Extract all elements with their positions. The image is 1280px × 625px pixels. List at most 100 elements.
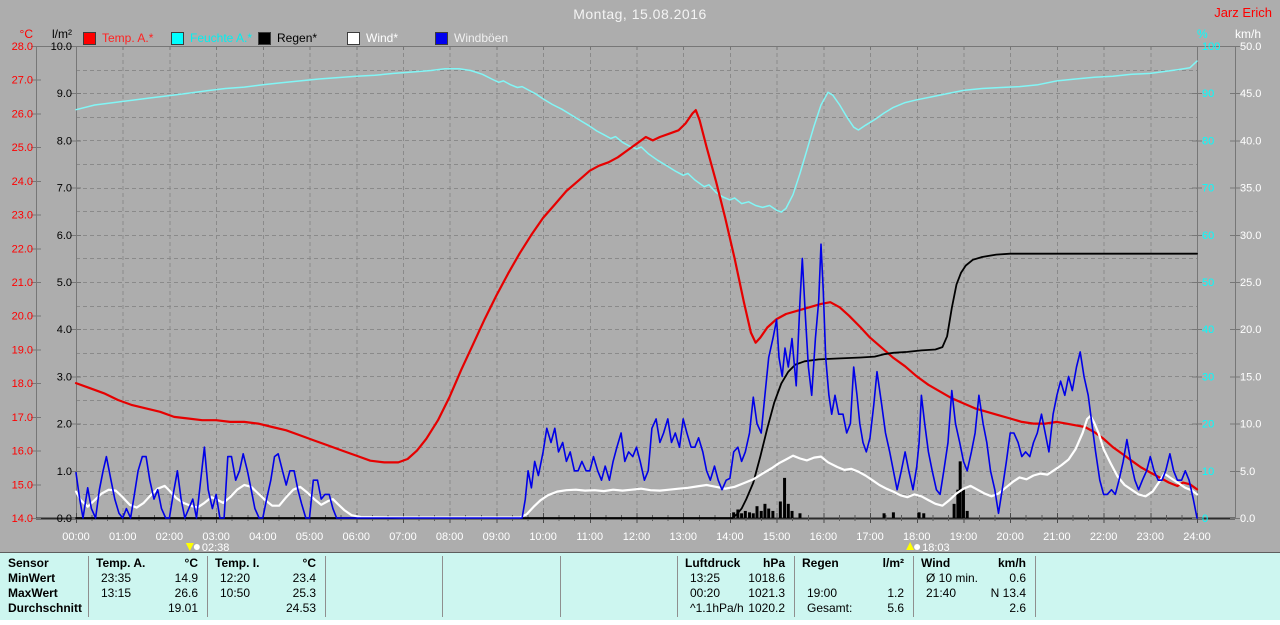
x-axis-label: 13:00 (669, 531, 697, 543)
weather-chart: 28.0 27.0 26.0 25.0 24.0 23.0 22.0 21.0 20.0 19.0… (12, 27, 1262, 552)
svg-text:9.0: 9.0 (57, 88, 72, 100)
stats-cell: 1018.6 (748, 571, 785, 585)
stats-cell: 5.6 (887, 601, 904, 615)
stats-cell: °C (184, 556, 198, 570)
legend-item: Feuchte A.* (171, 31, 252, 45)
x-axis-label: 20:00 (996, 531, 1024, 543)
svg-text:50: 50 (1202, 277, 1214, 289)
legend-item: Regen* (258, 31, 317, 45)
svg-text:21.0: 21.0 (12, 277, 33, 289)
x-axis-label: 12:00 (623, 531, 651, 543)
stats-cell: 14.9 (174, 571, 198, 585)
svg-text:24.0: 24.0 (12, 176, 33, 188)
svg-text:0: 0 (1202, 513, 1208, 525)
hum-axis-unit: % (1197, 27, 1208, 41)
svg-text:10.0: 10.0 (1240, 419, 1261, 431)
legend-label: Windböen (454, 31, 509, 45)
svg-text:100: 100 (1202, 41, 1220, 53)
stats-cell: 12:20 (220, 571, 251, 585)
svg-text:16.0: 16.0 (12, 446, 33, 458)
legend-swatch-icon (435, 31, 448, 45)
legend-swatch-icon (83, 31, 96, 45)
stats-cell: 13:15 (101, 586, 132, 600)
svg-text:10: 10 (1202, 466, 1214, 478)
stats-panel: Sensor MinWert MaxWert Durchschnitt Temp. A.… (0, 552, 1280, 620)
svg-text:15.0: 15.0 (12, 479, 33, 491)
stats-column-divider (325, 556, 326, 617)
axis-labels: 28.0 27.0 26.0 25.0 24.0 23.0 22.0 21.0 20.0 19.0… (12, 27, 1262, 525)
stats-cell: 1021.3 (748, 586, 785, 600)
regen-summe-series (75, 252, 1198, 519)
stats-column-divider (913, 556, 914, 617)
svg-text:20: 20 (1202, 419, 1214, 431)
stats-cell: N 13.4 (990, 586, 1026, 600)
stats-cell: 26.6 (174, 586, 198, 600)
x-axis-label: 19:00 (950, 531, 978, 543)
legend-item: Temp. A.* (83, 31, 153, 45)
svg-text:28.0: 28.0 (12, 41, 33, 53)
stats-cell: 1020.2 (748, 601, 785, 615)
x-axis-label: 10:00 (529, 531, 557, 543)
x-axis-label: 04:00 (249, 531, 277, 543)
svg-text:5.0: 5.0 (57, 277, 72, 289)
svg-text:17.0: 17.0 (12, 412, 33, 424)
axis-ticks (31, 46, 1240, 519)
x-axis-label: 16:00 (810, 531, 838, 543)
stats-cell: l/m² (882, 556, 904, 570)
x-axis-label: 23:00 (1137, 531, 1165, 543)
legend-label: Wind* (366, 31, 399, 45)
legend-swatch-icon (347, 31, 360, 45)
stats-cell: °C (302, 556, 316, 570)
svg-text:4.0: 4.0 (57, 324, 72, 336)
x-axis-label: 24:00 (1183, 531, 1211, 543)
marker-time-label: 18:03 (922, 542, 950, 552)
stats-cell: MaxWert (8, 586, 58, 600)
x-axis-label: 15:00 (763, 531, 791, 543)
stats-cell: km/h (997, 556, 1026, 570)
svg-text:1.0: 1.0 (57, 466, 72, 478)
stats-cell: Temp. I. (215, 556, 260, 570)
stats-cell: Luftdruck (685, 556, 741, 570)
svg-text:18.0: 18.0 (12, 378, 33, 390)
svg-text:25.0: 25.0 (1240, 277, 1261, 289)
stats-column-divider (1035, 556, 1036, 617)
svg-text:0.0: 0.0 (1240, 513, 1255, 525)
legend-swatch-icon (171, 31, 184, 45)
stats-column-divider (794, 556, 795, 617)
x-axis-label: 06:00 (342, 531, 370, 543)
stats-column-divider (677, 556, 678, 617)
time-marker-18-03: 18:03 (906, 542, 950, 552)
stats-cell: 19:00 (807, 586, 838, 600)
wind-axis-unit: km/h (1235, 27, 1261, 41)
stats-cell: Ø 10 min. (926, 571, 979, 585)
stats-cell: Sensor (8, 556, 49, 570)
wind-series (74, 414, 1199, 519)
grid (76, 46, 1197, 518)
svg-text:20.0: 20.0 (12, 311, 33, 323)
x-axis-label: 17:00 (856, 531, 884, 543)
stats-column-divider (207, 556, 208, 617)
svg-text:90: 90 (1202, 88, 1214, 100)
svg-text:35.0: 35.0 (1240, 183, 1261, 195)
x-axis-label: 00:00 (62, 531, 90, 543)
svg-text:70: 70 (1202, 183, 1214, 195)
svg-text:15.0: 15.0 (1240, 371, 1261, 383)
feuchte-a--series (75, 60, 1198, 213)
svg-text:14.0: 14.0 (12, 513, 33, 525)
svg-text:22.0: 22.0 (12, 243, 33, 255)
stats-column-divider (88, 556, 89, 617)
time-marker-02-38: 02:38 (185, 542, 230, 552)
x-axis-label: 02:00 (156, 531, 184, 543)
svg-text:7.0: 7.0 (57, 183, 72, 195)
stats-cell: Durchschnitt (8, 601, 83, 615)
x-axis-label: 01:00 (109, 531, 137, 543)
stats-cell: 24.53 (285, 601, 316, 615)
stats-cell: Gesamt: (807, 601, 853, 615)
stats-cell: 21:40 (926, 586, 957, 600)
legend-item: Wind* (347, 31, 398, 45)
stats-cell: 0.6 (1009, 571, 1026, 585)
x-axis-label: 05:00 (296, 531, 324, 543)
windb-en-series (75, 243, 1198, 519)
marker-time-label: 02:38 (202, 542, 230, 552)
